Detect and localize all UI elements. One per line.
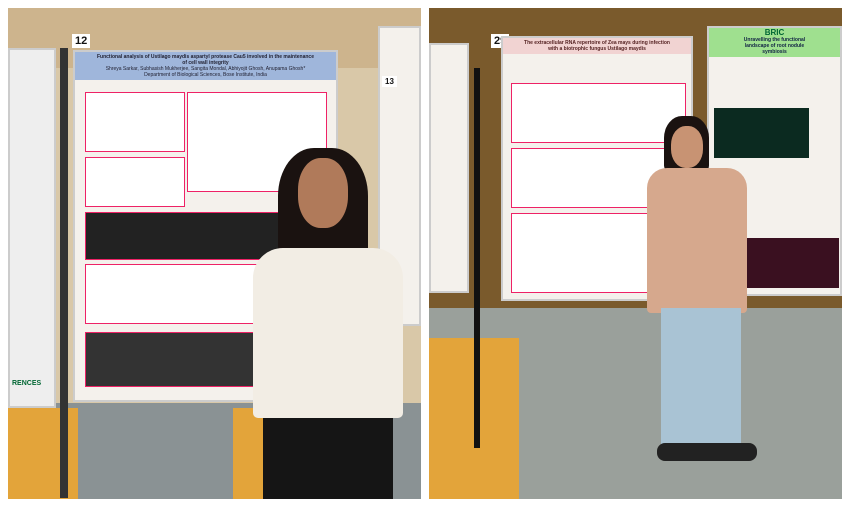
poster-header: BRIC Unravelling the functional landscap… bbox=[709, 28, 840, 57]
floor-stripe bbox=[233, 408, 263, 499]
bric-logo: BRIC bbox=[764, 28, 785, 37]
side-poster-left bbox=[429, 43, 469, 293]
poster-stand bbox=[474, 68, 480, 448]
photo-left-poster-presenter: RENCES 13 12 Functional analysis of Usti… bbox=[8, 8, 421, 499]
side-poster-footer: RENCES bbox=[12, 380, 42, 387]
presenter-jeans bbox=[661, 308, 741, 448]
side-poster-left: RENCES bbox=[8, 48, 56, 408]
poster-number: 12 bbox=[72, 34, 91, 48]
poster-affiliation: Department of Biological Sciences, Bose … bbox=[144, 72, 267, 78]
poster-number: 13 bbox=[382, 76, 397, 87]
presenter-shoes bbox=[657, 443, 757, 461]
poster-title: Functional analysis of Ustilago maydis a… bbox=[96, 54, 314, 66]
photo-right-poster-presenter: 29 The extracellular RNA repertoire of Z… bbox=[429, 8, 842, 499]
poster-header: Functional analysis of Ustilago maydis a… bbox=[75, 52, 336, 80]
poster-title: The extracellular RNA repertoire of Zea … bbox=[503, 38, 691, 54]
poster-title: Unravelling the functional landscape of … bbox=[743, 37, 806, 55]
presenter-blazer bbox=[647, 168, 747, 313]
poster-authors: Shreya Sarkar, Subhasish Mukherjee, Sang… bbox=[105, 66, 306, 72]
presenter-blouse bbox=[253, 248, 403, 418]
presenter-face bbox=[671, 126, 703, 168]
poster-stand bbox=[60, 48, 68, 498]
presenter-pants bbox=[263, 418, 393, 499]
presenter-face bbox=[298, 158, 348, 228]
